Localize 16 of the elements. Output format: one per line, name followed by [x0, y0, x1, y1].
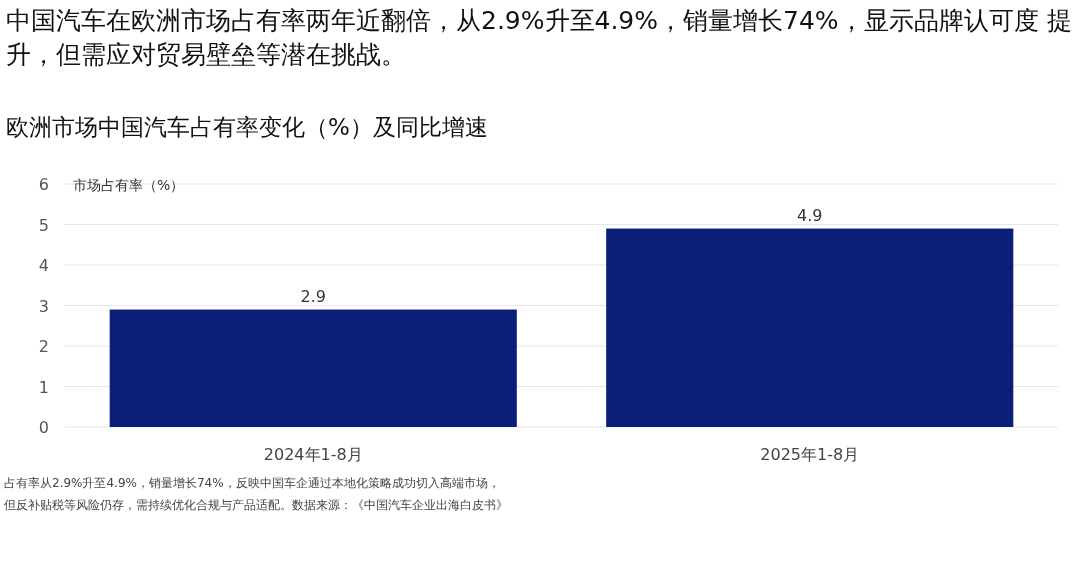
data-label: 2.9: [300, 286, 326, 306]
y-tick-label: 6: [38, 175, 49, 194]
data-label: 4.9: [797, 205, 823, 225]
y-tick-label: 3: [38, 296, 49, 316]
y-tick-label: 0: [38, 418, 49, 437]
x-tick-label: 2025年1-8月: [760, 445, 860, 464]
y-tick-label: 1: [38, 377, 49, 397]
x-tick-label: 2024年1-8月: [263, 445, 363, 464]
y-tick-label: 2: [38, 337, 49, 356]
y-tick-label: 5: [38, 215, 49, 235]
chart-title: 中国汽车在欧洲市场占有率两年近翻倍，从2.9%升至4.9%，销量增长74%，显示品牌认可度 提升，但需应对贸易壁垒等潜在挑战。: [6, 5, 1073, 71]
text: 但反补贴税等风险仍存，需持续优化合规与产品适配。数据来源：《中国汽车企业出海白皮书》: [4, 498, 508, 512]
y-tick-label: 4: [38, 256, 49, 275]
y-axis-title: 市场占有率（%）: [73, 177, 185, 193]
chart-subtitle: 欧洲市场中国汽车占有率变化（%）及同比增速: [6, 114, 488, 140]
text: 占有率从2.9%升至4.9%，销量增长74%，反映中国车企通过本地化策略成功切入高端市场，: [4, 476, 500, 490]
